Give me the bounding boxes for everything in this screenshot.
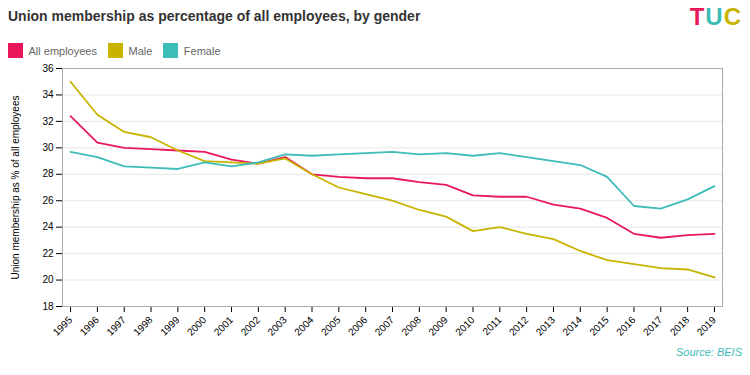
svg-text:34: 34	[42, 89, 54, 100]
svg-text:18: 18	[42, 301, 54, 312]
svg-text:2004: 2004	[292, 314, 316, 338]
svg-text:2014: 2014	[560, 314, 584, 338]
svg-text:2010: 2010	[453, 314, 477, 338]
html-text:Female: Female	[183, 44, 221, 57]
html-text:All employees: All employees	[28, 44, 97, 57]
svg-text:2018: 2018	[668, 314, 692, 338]
html-text:Source: BEIS: Source: BEIS	[676, 346, 742, 358]
svg-text:2003: 2003	[265, 314, 289, 338]
svg-text:1999: 1999	[158, 314, 182, 338]
svg-text:32: 32	[42, 116, 54, 127]
svg-text:22: 22	[42, 248, 54, 259]
svg-text:2009: 2009	[426, 314, 450, 338]
svg-text:2002: 2002	[239, 314, 263, 338]
svg-text:2015: 2015	[587, 314, 611, 338]
svg-text:20: 20	[42, 274, 54, 285]
svg-text:2019: 2019	[695, 314, 719, 338]
svg-text:2016: 2016	[614, 314, 638, 338]
svg-text:1998: 1998	[131, 314, 155, 338]
svg-text:Union membership as % of all e: Union membership as % of all employees	[10, 96, 21, 280]
html-text:T U C: T U C	[689, 3, 742, 30]
svg-text:2000: 2000	[185, 314, 209, 338]
svg-text:2017: 2017	[641, 314, 665, 338]
svg-text:24: 24	[42, 221, 54, 232]
svg-text:28: 28	[42, 168, 54, 179]
svg-text:1996: 1996	[78, 314, 102, 338]
svg-text:2001: 2001	[212, 314, 236, 338]
html-text:Male: Male	[128, 44, 153, 57]
svg-text:2013: 2013	[534, 314, 558, 338]
svg-text:2012: 2012	[507, 314, 531, 338]
svg-text:2006: 2006	[346, 314, 370, 338]
svg-text:2005: 2005	[319, 314, 343, 338]
svg-text:30: 30	[42, 142, 54, 153]
svg-text:36: 36	[42, 63, 54, 74]
svg-text:26: 26	[42, 195, 54, 206]
svg-text:1995: 1995	[51, 314, 75, 338]
svg-text:2008: 2008	[399, 314, 423, 338]
svg-text:2007: 2007	[373, 314, 397, 338]
html-text:Union membership as percentage: Union membership as percentage of all em…	[8, 8, 421, 24]
svg-text:1997: 1997	[104, 314, 128, 338]
svg-text:2011: 2011	[481, 314, 504, 337]
